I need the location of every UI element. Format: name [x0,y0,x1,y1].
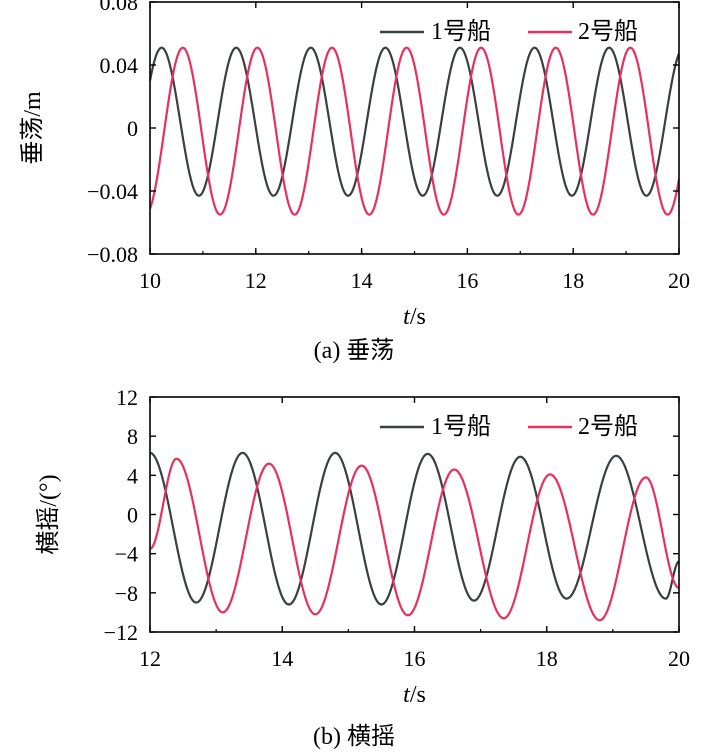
legend-label-1: 1号船 [431,18,491,45]
roll-panel: 12 14 16 18 20 −12 −8 −4 0 4 8 12 t/s 横摇/(°) 1号船 2号船 (b)… [35,385,690,750]
y-tick-label: 12 [116,385,138,410]
series-line-1 [150,451,679,606]
series-line-2 [150,457,679,622]
y-tick-label: 0 [127,116,138,141]
x-tick-label: 10 [139,268,161,293]
y-tick-label: 0.04 [100,53,139,78]
heave-panel: 10 12 14 16 18 20 −0.08 −0.04 0 0.04 0.08 t/s 垂荡/m 1号… [19,0,690,364]
y-tick-label: −8 [115,581,138,606]
x-tick-label: 14 [351,268,373,293]
x-tick-label: 20 [668,268,690,293]
y-tick-label: −12 [104,620,138,645]
y-tick-label: −4 [115,542,138,567]
legend-label-1: 1号船 [431,413,491,440]
x-tick-label: 18 [562,268,584,293]
x-axis-label: t/s [403,304,426,330]
series-group [150,46,679,216]
x-axis-unit: /s [410,304,426,330]
y-tick-label: 4 [127,463,138,488]
series-line-1 [150,46,679,197]
y-tick-label: 0.08 [100,0,139,15]
x-tick-label: 12 [139,646,161,671]
x-tick-label: 18 [536,646,558,671]
x-tick-label: 20 [668,646,690,671]
x-axis-variable: t [403,682,411,708]
y-axis-label: 横摇/(°) [35,474,62,554]
x-axis-label: t/s [403,682,426,708]
x-axis-unit: /s [410,682,426,708]
legend-label-2: 2号船 [578,413,638,440]
x-tick-label: 16 [404,646,426,671]
figure-caption: (b) 横摇 [313,723,395,750]
y-tick-label: −0.08 [87,242,138,267]
series-line-2 [150,46,679,216]
figure-caption: (a) 垂荡 [314,337,395,364]
y-tick-label: −0.04 [87,179,138,204]
y-tick-label: 8 [127,424,138,449]
x-tick-label: 16 [456,268,478,293]
legend: 1号船 2号船 [380,18,638,45]
x-tick-label: 14 [271,646,293,671]
y-axis-label: 垂荡/m [19,91,46,165]
legend-label-2: 2号船 [578,18,638,45]
x-tick-label: 12 [245,268,267,293]
y-tick-label: 0 [127,503,138,528]
x-axis-variable: t [403,304,411,330]
series-group [150,451,679,622]
legend: 1号船 2号船 [380,413,638,440]
